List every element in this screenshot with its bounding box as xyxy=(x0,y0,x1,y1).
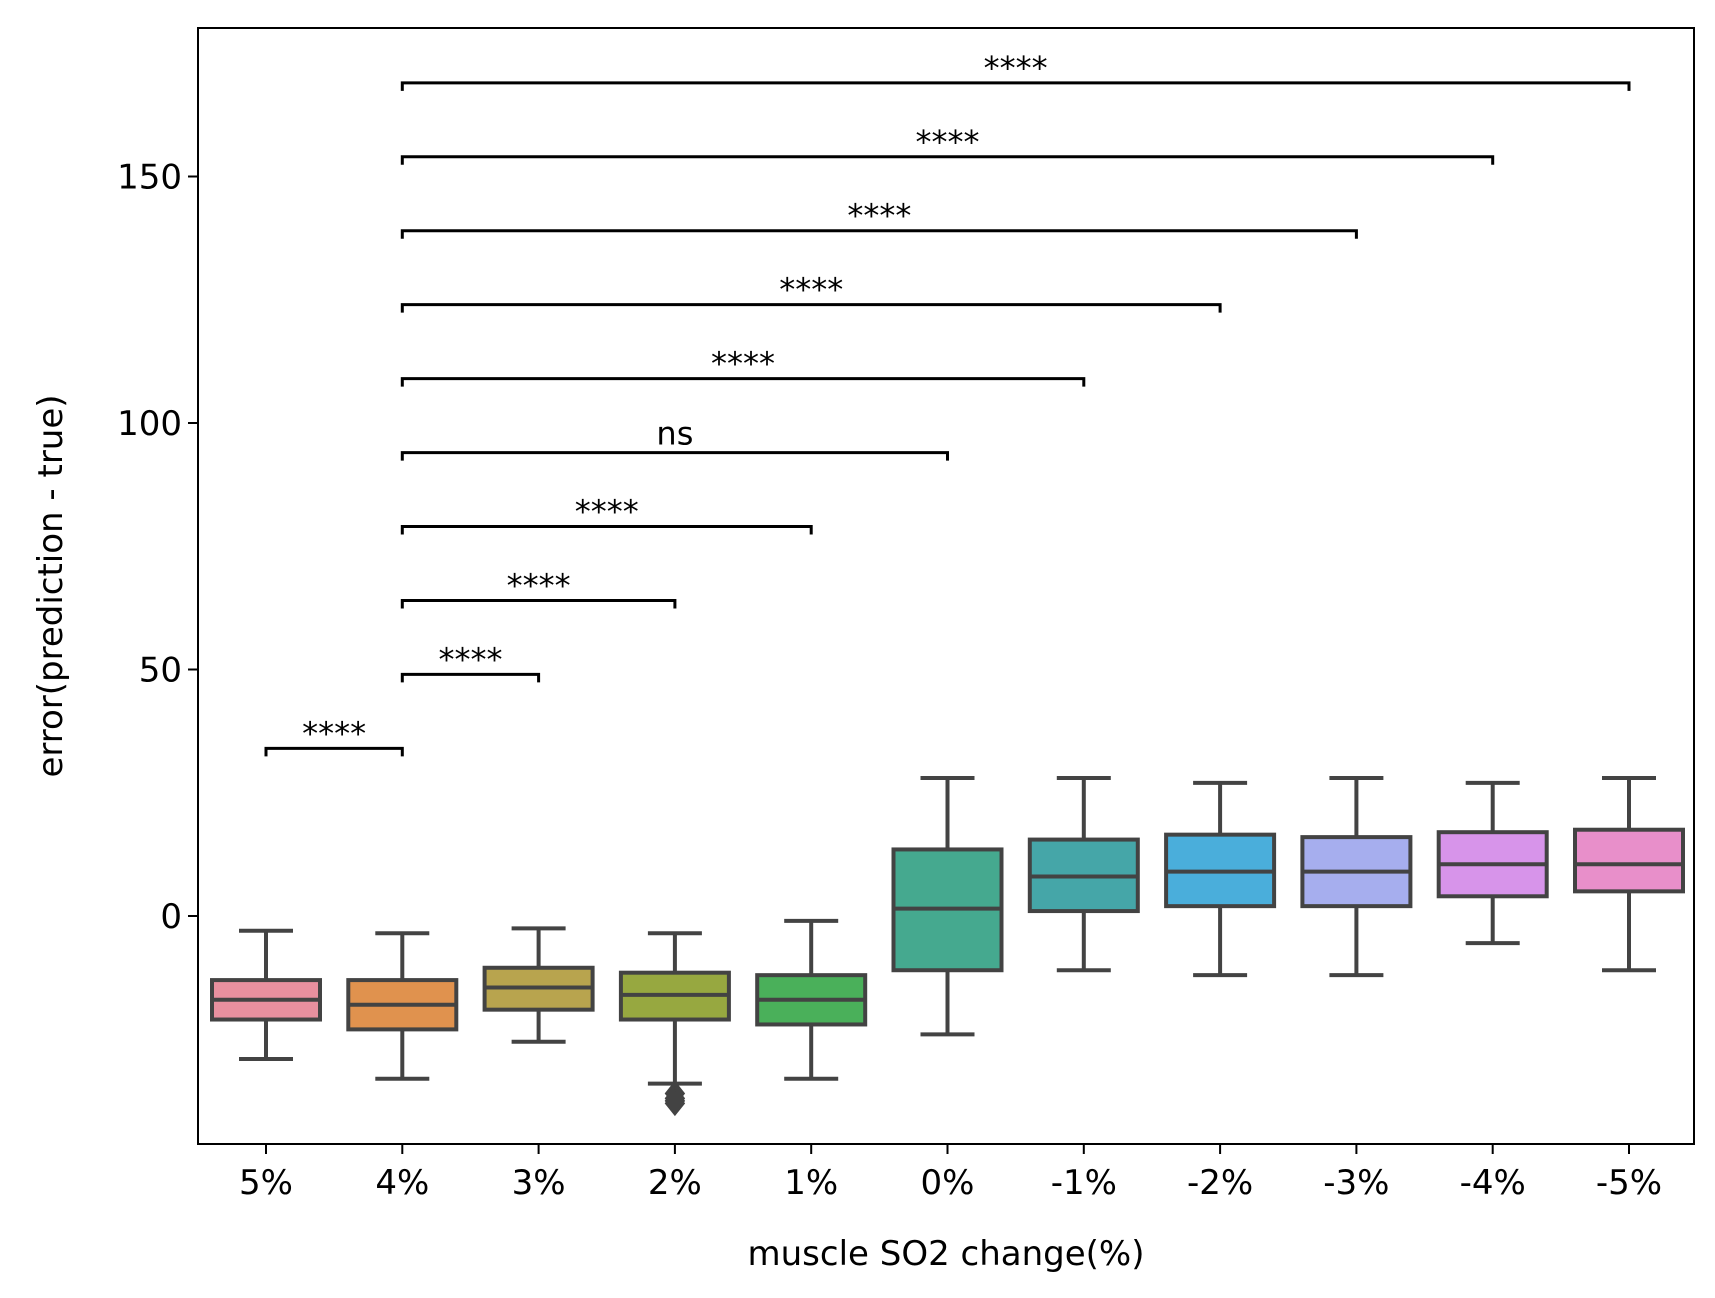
box-group xyxy=(1300,775,1413,978)
significance-annotation: **** xyxy=(400,271,1222,313)
y-tick-label: 50 xyxy=(139,651,182,691)
significance-annotation: **** xyxy=(400,49,1631,91)
significance-bracket xyxy=(400,155,1495,165)
x-tick-label: -5% xyxy=(1596,1163,1662,1203)
significance-label: **** xyxy=(507,566,571,604)
box-group xyxy=(482,926,595,1044)
y-tick-label: 100 xyxy=(117,404,182,444)
y-tick-label: 0 xyxy=(160,897,182,937)
x-tick-label: -3% xyxy=(1323,1163,1389,1203)
significance-label: **** xyxy=(847,197,911,235)
x-tick-label: 2% xyxy=(648,1163,702,1203)
significance-annotation: **** xyxy=(400,566,677,609)
boxes-layer xyxy=(210,775,1685,1117)
significance-label: **** xyxy=(916,123,980,161)
significance-bracket xyxy=(400,598,677,609)
x-tick-label: 1% xyxy=(784,1163,838,1203)
x-tick-label: -1% xyxy=(1051,1163,1117,1203)
plot-frame xyxy=(197,27,1695,1145)
box-group xyxy=(618,931,731,1117)
significance-label: **** xyxy=(438,640,502,678)
box-group xyxy=(1436,780,1549,946)
y-axis: 0 50 100 150 xyxy=(117,158,198,937)
outlier-point xyxy=(664,1090,686,1117)
significance-label: ns xyxy=(656,415,693,453)
y-axis-label: error(prediction - true) xyxy=(31,394,71,777)
significance-bracket xyxy=(400,672,541,683)
significance-bracket xyxy=(400,303,1222,313)
x-tick-label: 4% xyxy=(375,1163,429,1203)
significance-label: **** xyxy=(984,49,1048,87)
box-group xyxy=(891,775,1004,1037)
significance-bracket xyxy=(400,229,1358,239)
significance-bracket xyxy=(400,525,813,535)
significance-label: **** xyxy=(711,345,775,383)
box-group xyxy=(210,928,322,1061)
box-group xyxy=(755,918,868,1081)
x-axis: 5% 4% 3% 2% 1% 0% -1% -2% -3% -4% -5% xyxy=(239,1144,1662,1203)
significance-label: **** xyxy=(779,271,843,309)
x-axis-label: muscle SO2 change(%) xyxy=(748,1234,1145,1274)
significance-label: **** xyxy=(575,493,639,531)
y-tick-label: 150 xyxy=(117,158,182,198)
significance-bracket xyxy=(400,451,949,461)
significance-bracket xyxy=(400,377,1086,387)
significance-annotation: **** xyxy=(400,123,1495,165)
significance-annotation: ns xyxy=(400,415,949,461)
significance-annotation: **** xyxy=(264,714,404,757)
significance-annotation: **** xyxy=(400,640,541,683)
significance-bracket xyxy=(400,81,1631,91)
significance-annotation: **** xyxy=(400,345,1086,387)
box-group xyxy=(346,931,459,1081)
significance-label: **** xyxy=(302,714,366,752)
x-tick-label: -4% xyxy=(1460,1163,1526,1203)
annotations-layer: ****************ns******************** xyxy=(264,49,1631,757)
box-group xyxy=(1573,775,1685,973)
x-tick-label: -2% xyxy=(1187,1163,1253,1203)
box-iqr xyxy=(1573,827,1685,894)
significance-annotation: **** xyxy=(400,493,813,535)
x-tick-label: 0% xyxy=(921,1163,975,1203)
significance-bracket xyxy=(264,746,404,757)
x-tick-label: 5% xyxy=(239,1163,293,1203)
x-tick-label: 3% xyxy=(512,1163,566,1203)
box-group xyxy=(1164,780,1277,978)
significance-annotation: **** xyxy=(400,197,1358,239)
box-group xyxy=(1027,775,1140,973)
